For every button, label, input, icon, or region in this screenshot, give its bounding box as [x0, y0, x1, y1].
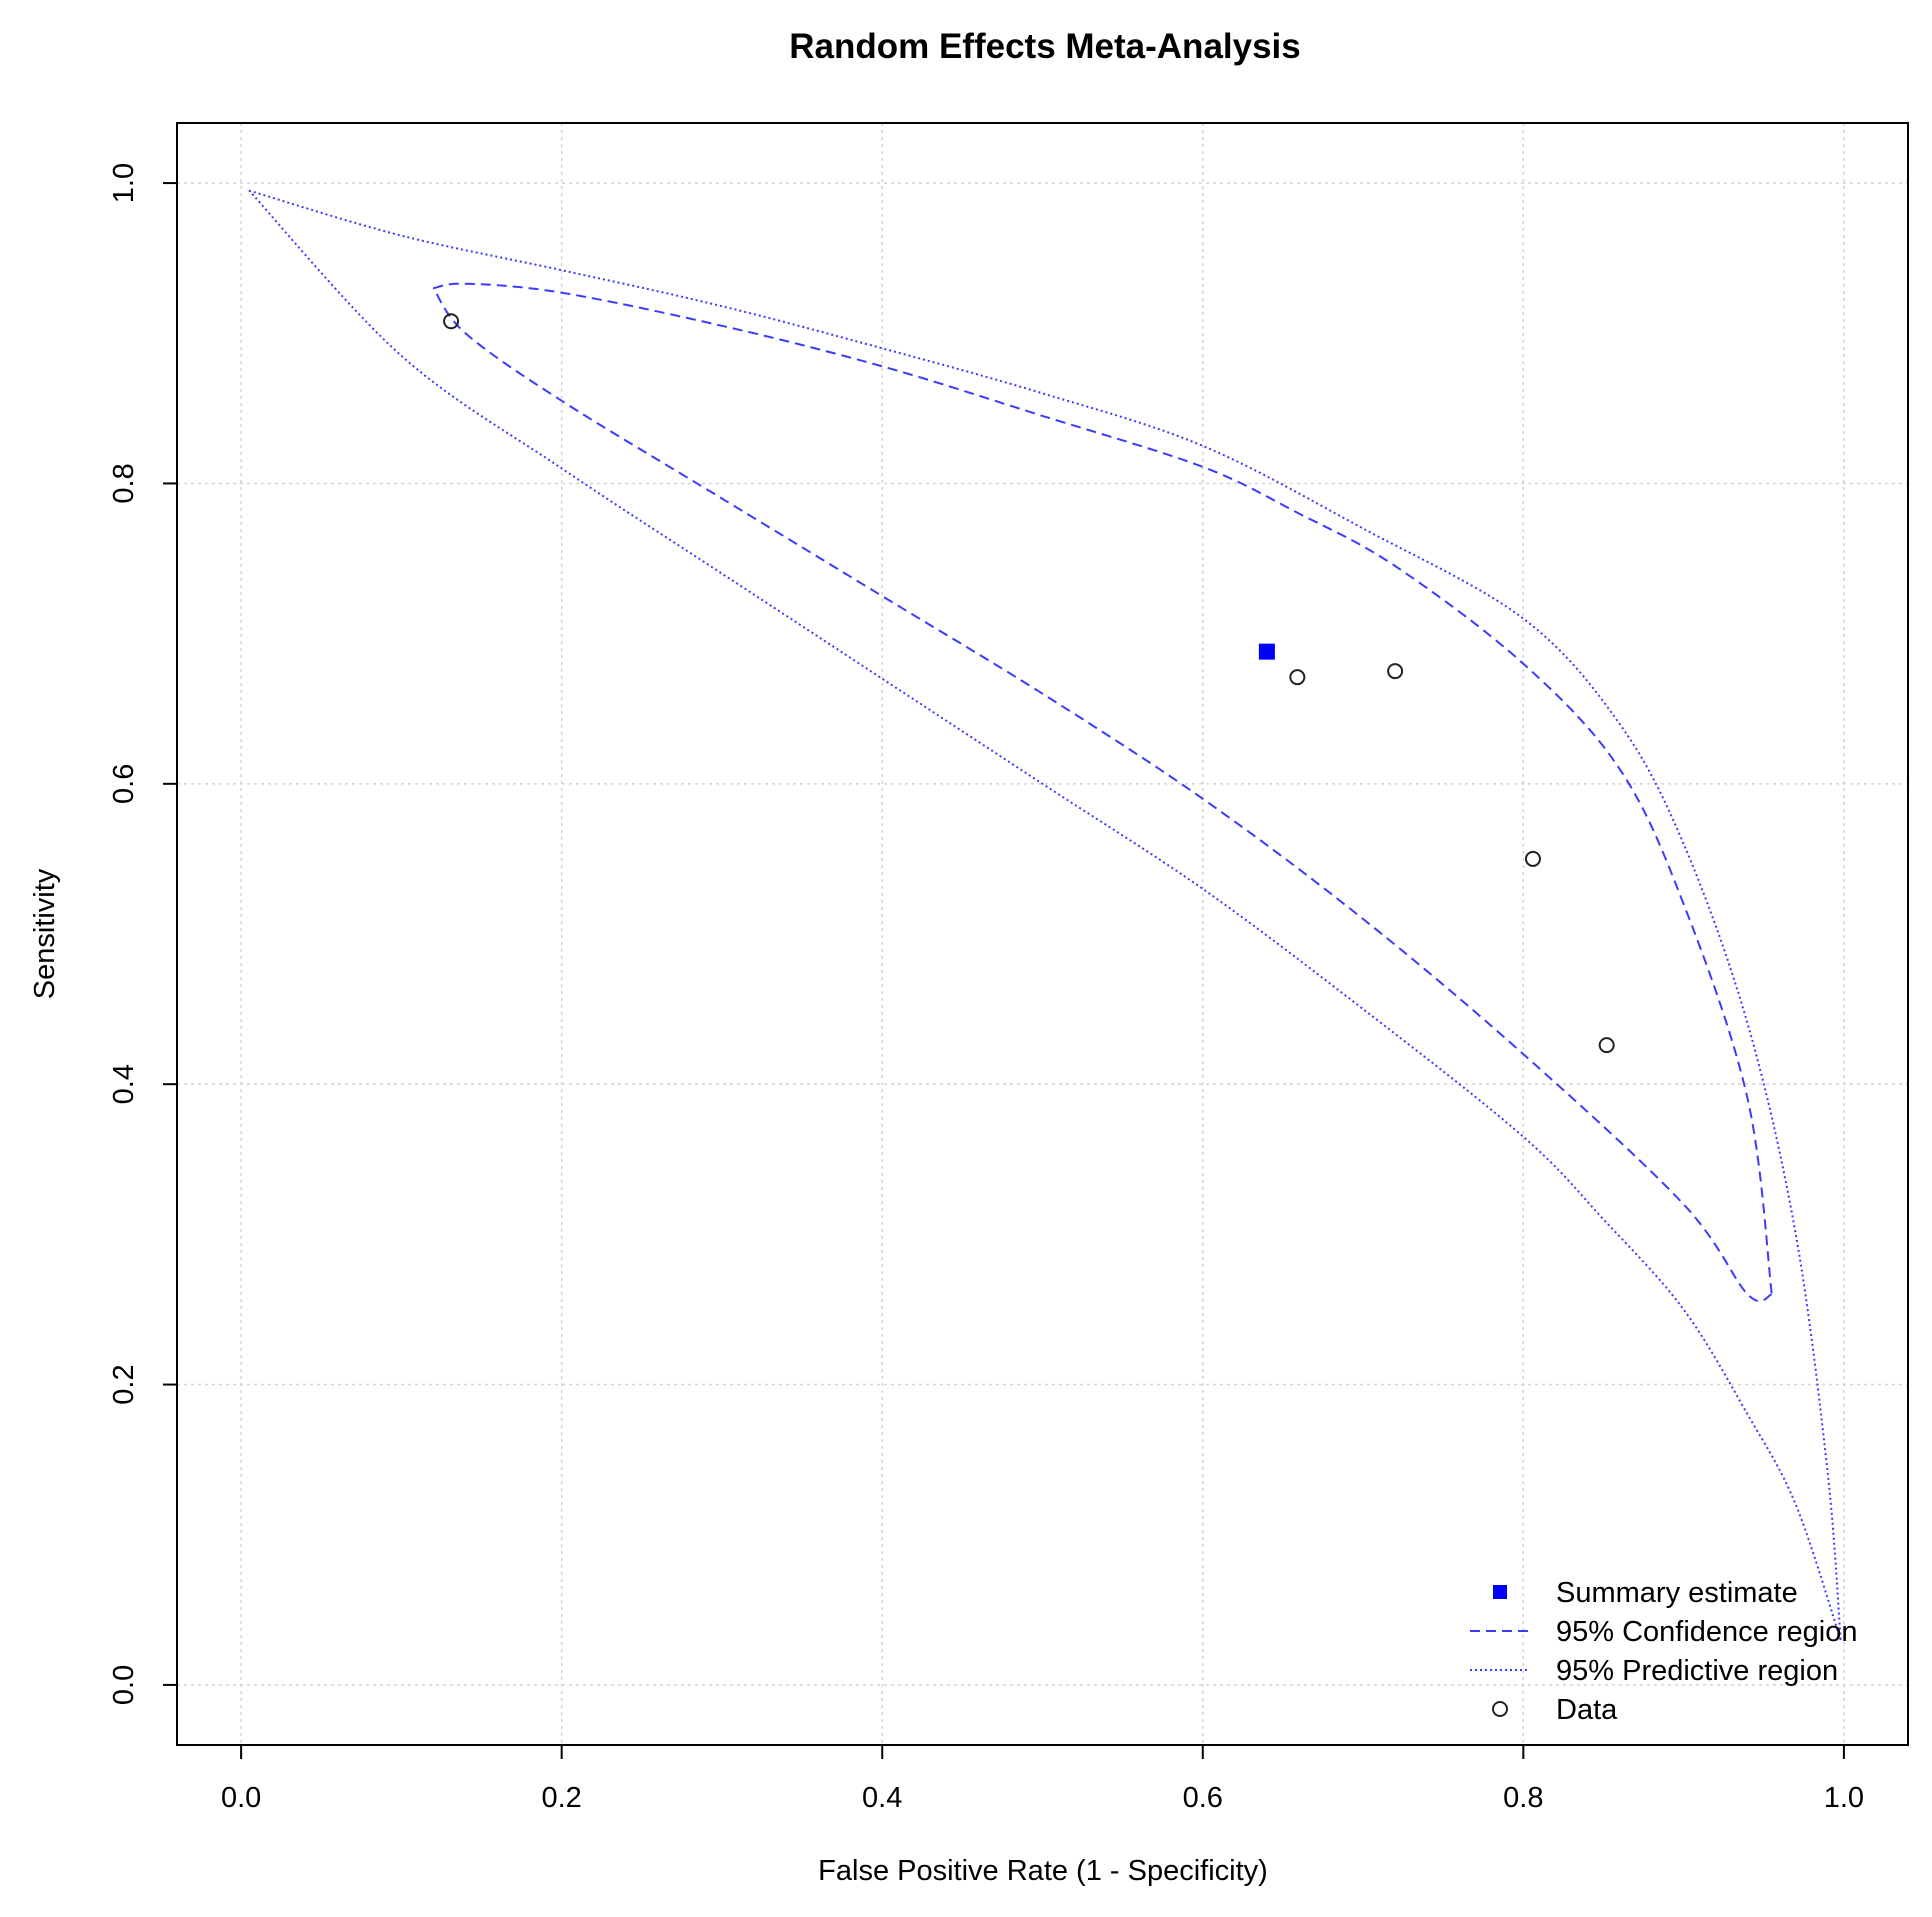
data-point	[443, 313, 460, 330]
x-tick-label: 1.0	[1824, 1782, 1864, 1814]
x-tick-label: 0.6	[1183, 1782, 1223, 1814]
x-tick-label: 0.8	[1503, 1782, 1543, 1814]
legend-symbol-data	[1492, 1701, 1508, 1717]
y-axis-label: Sensitivity	[29, 868, 61, 999]
plot-area-border	[176, 122, 1909, 1746]
x-axis: 0.0 0.2 0.4 0.6 0.8 1.0	[221, 1744, 1864, 1814]
chart-title: Random Effects Meta-Analysis	[789, 27, 1301, 66]
legend: Summary estimate 95% Confidence region 95%…	[1470, 1577, 1857, 1726]
y-tick-label: 0.6	[108, 764, 140, 804]
y-tick-label: 0.2	[108, 1364, 140, 1404]
x-tick-label: 0.0	[221, 1782, 261, 1814]
y-axis: 0.0 0.2 0.4 0.6 0.8 1.0	[108, 163, 178, 1705]
data-points	[443, 313, 1615, 1054]
confidence-region-lower	[432, 287, 1773, 1303]
y-tick-label: 0.4	[108, 1064, 140, 1104]
regions	[248, 189, 1842, 1641]
data-point	[1387, 663, 1404, 680]
confidence-region-upper	[433, 282, 1773, 1295]
legend-label: Summary estimate	[1556, 1577, 1798, 1609]
legend-label: Data	[1556, 1694, 1618, 1726]
x-tick-label: 0.4	[862, 1782, 902, 1814]
legend-label: 95% Confidence region	[1556, 1616, 1857, 1648]
x-axis-label: False Positive Rate (1 - Specificity)	[818, 1855, 1268, 1887]
predictive-region-lower	[248, 189, 1842, 1641]
x-tick-label: 0.2	[542, 1782, 582, 1814]
y-tick-label: 0.8	[108, 463, 140, 503]
data-point	[1289, 669, 1306, 686]
y-tick-label: 0.0	[108, 1665, 140, 1705]
legend-label: 95% Predictive region	[1556, 1655, 1838, 1687]
data-point	[1598, 1037, 1615, 1054]
summary-estimate-marker	[1258, 643, 1275, 660]
legend-symbol-summary-estimate	[1493, 1585, 1507, 1599]
data-point	[1524, 850, 1541, 867]
y-tick-label: 1.0	[108, 163, 140, 203]
predictive-region-upper	[248, 189, 1842, 1640]
grid-lines	[177, 123, 1908, 1745]
